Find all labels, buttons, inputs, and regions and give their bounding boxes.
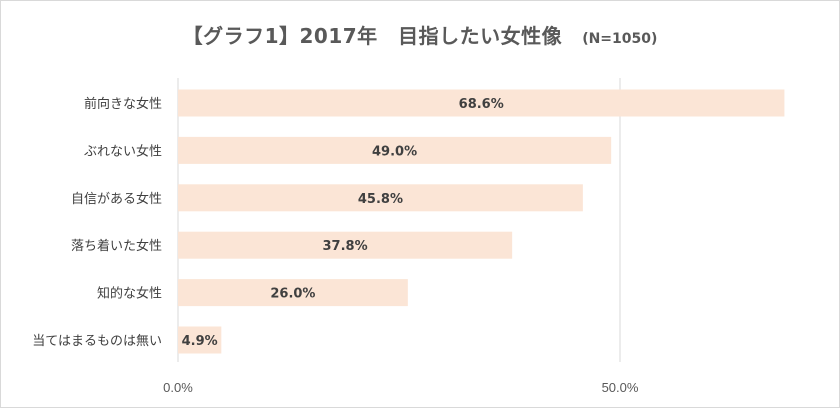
bar-1: [178, 136, 612, 164]
chart-title-block: 【グラフ1】2017年 目指したい女性像 (N=1050): [0, 20, 840, 49]
data-label-5: 4.9%: [182, 334, 218, 349]
chart-subtitle: (N=1050): [582, 31, 658, 47]
data-label-1: 49.0%: [372, 144, 417, 159]
bars: [178, 89, 785, 354]
data-label-0: 68.6%: [459, 97, 504, 112]
category-label-5: 当てはまるものは無い: [32, 334, 162, 349]
chart-title: 【グラフ1】2017年 目指したい女性像: [182, 24, 563, 48]
category-label-1: ぶれない女性: [84, 143, 162, 159]
category-label-2: 自信がある女性: [71, 191, 162, 207]
bar-0: [178, 89, 785, 117]
category-label-4: 知的な女性: [97, 286, 162, 302]
category-label-0: 前向きな女性: [84, 96, 162, 112]
data-label-4: 26.0%: [270, 287, 315, 302]
data-label-3: 37.8%: [323, 239, 368, 254]
x-tick-label-1: 50.0%: [602, 380, 639, 395]
x-tick-label-0: 0.0%: [163, 380, 193, 395]
data-label-2: 45.8%: [358, 192, 403, 207]
bar-2: [178, 184, 583, 212]
labels: 0.0% 50.0% 前向きな女性 68.6% ぶれない女性 49.0% 自信がある女性 45…: [32, 96, 639, 395]
category-label-3: 落ち着いた女性: [71, 238, 162, 254]
bar-3: [178, 231, 513, 259]
gridlines: [177, 78, 621, 362]
bar-5: [178, 326, 222, 354]
bar-4: [178, 279, 408, 307]
